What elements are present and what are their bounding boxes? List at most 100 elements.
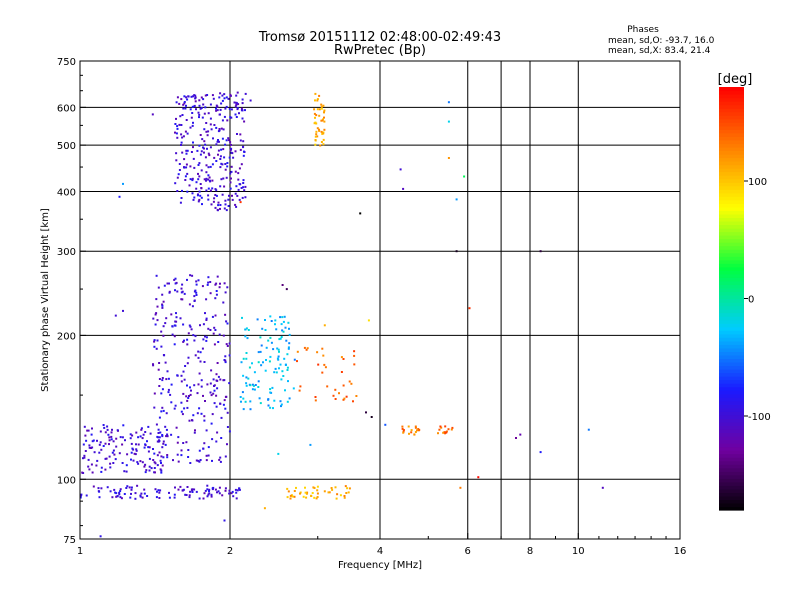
data-point (239, 396, 242, 398)
data-point (219, 204, 222, 206)
data-point (352, 400, 354, 403)
data-point (226, 426, 229, 428)
data-point (202, 146, 204, 149)
data-point (206, 134, 209, 137)
data-point (161, 293, 164, 296)
data-point (293, 358, 296, 361)
data-point (241, 391, 244, 394)
data-point (208, 488, 211, 491)
data-point (189, 490, 192, 493)
data-point (287, 346, 290, 349)
data-point (209, 117, 212, 120)
data-point (216, 208, 219, 211)
data-point (88, 446, 91, 449)
data-point (286, 487, 289, 490)
data-point (165, 428, 168, 431)
data-point (186, 132, 189, 135)
data-point (314, 399, 317, 402)
data-point (182, 442, 185, 444)
data-point (217, 375, 220, 378)
data-point (135, 448, 138, 451)
data-point (217, 201, 220, 204)
colorbar-segment (719, 263, 744, 268)
data-point (189, 462, 192, 464)
data-point (247, 377, 250, 380)
data-point (320, 103, 323, 106)
data-point (179, 485, 182, 488)
data-point (322, 354, 325, 357)
colorbar-segment (719, 245, 744, 250)
data-point (287, 490, 290, 493)
data-point (234, 488, 237, 491)
data-point (162, 325, 165, 328)
data-point (212, 378, 215, 381)
data-point (224, 361, 227, 364)
data-point (230, 108, 233, 111)
data-point (320, 141, 323, 143)
data-point (245, 382, 248, 385)
data-point (279, 337, 282, 340)
data-point (148, 469, 151, 472)
data-point (166, 433, 169, 436)
data-point (218, 96, 221, 99)
data-point (123, 470, 126, 473)
data-point (242, 408, 245, 411)
data-point (242, 374, 245, 377)
colorbar-segment (719, 125, 744, 130)
data-point (225, 343, 228, 346)
x-axis-label: Frequency [MHz] (338, 560, 422, 571)
colorbar-segment (719, 372, 744, 377)
data-point (202, 394, 204, 397)
x-tick-label: 8 (527, 546, 533, 557)
data-point (125, 487, 128, 489)
data-point (316, 127, 319, 130)
colorbar-segment (719, 376, 744, 381)
data-point (156, 490, 158, 493)
data-point (601, 486, 604, 489)
data-point (290, 494, 293, 497)
data-point (277, 452, 280, 455)
data-point (199, 134, 202, 136)
data-point (193, 166, 196, 169)
data-point (219, 108, 222, 111)
data-point (370, 416, 373, 418)
data-point (153, 467, 156, 469)
data-point (161, 464, 164, 467)
data-point (191, 305, 194, 308)
data-point (200, 169, 203, 172)
data-point (224, 163, 227, 165)
data-point (335, 497, 338, 500)
data-point (183, 166, 186, 169)
data-point (248, 366, 251, 369)
data-point (242, 186, 245, 189)
data-point (147, 446, 150, 449)
data-point (195, 280, 198, 283)
data-point (156, 464, 159, 467)
data-point (195, 459, 198, 462)
data-point (206, 488, 209, 491)
data-point (223, 93, 226, 96)
data-point (120, 497, 123, 500)
colorbar-segment (719, 330, 744, 335)
colorbar-segment (719, 460, 744, 465)
data-point (130, 442, 133, 445)
data-point (244, 185, 247, 188)
data-point (170, 401, 173, 404)
data-point (439, 425, 442, 428)
colorbar-segment (719, 189, 744, 194)
data-point (159, 459, 162, 462)
data-point (238, 198, 241, 201)
data-point (226, 286, 229, 289)
data-point (274, 367, 277, 370)
data-point (207, 327, 210, 330)
data-point (257, 386, 260, 388)
data-point (240, 109, 243, 112)
data-point (313, 487, 316, 489)
data-point (194, 100, 197, 103)
colorbar-segment (719, 266, 744, 271)
data-point (342, 398, 345, 401)
data-point (168, 496, 171, 499)
data-point (257, 351, 260, 354)
data-point (215, 290, 218, 292)
data-point (321, 119, 324, 122)
